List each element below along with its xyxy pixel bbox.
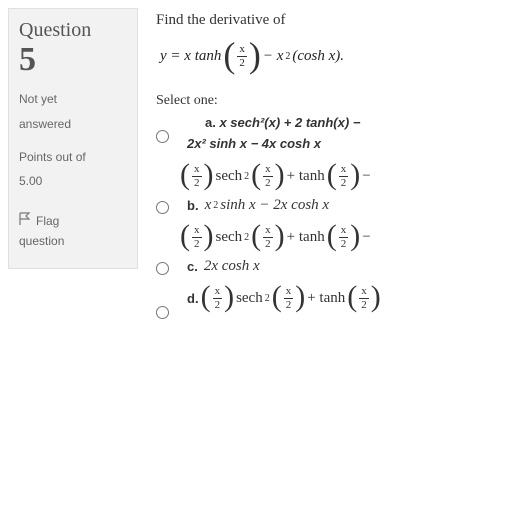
- option-b-content: b. x2 sinh x − 2x cosh x: [187, 197, 329, 214]
- points-value: 5.00: [19, 173, 127, 190]
- rparen-icon: ): [249, 34, 261, 76]
- option-b-radio[interactable]: [156, 201, 169, 214]
- option-d-letter: d.: [187, 291, 199, 306]
- eq-lhs: y = x tanh: [160, 48, 221, 65]
- flag-question-link[interactable]: Flag: [19, 212, 127, 229]
- page: Question 5 Not yet answered Points out o…: [0, 0, 520, 329]
- lparen-icon: (: [223, 34, 235, 76]
- question-sidebar: Question 5 Not yet answered Points out o…: [8, 8, 138, 269]
- eq-sup: 2: [285, 51, 290, 62]
- question-body: Find the derivative of y = x tanh ( x2 )…: [156, 8, 512, 321]
- eq-rhs2: (cosh x).: [292, 48, 344, 65]
- question-equation: y = x tanh ( x2 ) − x2 (cosh x).: [156, 35, 512, 77]
- option-b-row: b. x2 sinh x − 2x cosh x: [156, 197, 512, 218]
- option-c-radio[interactable]: [156, 262, 169, 275]
- option-c-expr1: (x2) sech2 (x2) + tanh (x2) −: [156, 220, 512, 254]
- option-d-content: d. (x2) sech2 (x2) + tanh (x2): [187, 281, 381, 315]
- flag-text-2: question: [19, 233, 127, 250]
- option-c-row: c. 2x cosh x: [156, 258, 512, 279]
- flag-icon: [19, 212, 31, 229]
- eq-mid: − x: [263, 48, 284, 65]
- fraction: x2: [237, 44, 247, 69]
- option-c-letter: c.: [187, 259, 198, 274]
- points-label: Points out of: [19, 149, 127, 166]
- option-d-radio[interactable]: [156, 306, 169, 319]
- option-b-letter: b.: [187, 198, 199, 213]
- select-one-label: Select one:: [156, 93, 512, 109]
- question-label: Question: [19, 19, 127, 41]
- status-line-2: answered: [19, 116, 127, 133]
- option-a-text-1: x sech²(x) + 2 tanh(x) −: [219, 115, 360, 130]
- option-a-line1: a. x sech²(x) + 2 tanh(x) −: [187, 115, 512, 130]
- option-d-row: d. (x2) sech2 (x2) + tanh (x2): [156, 281, 512, 319]
- flag-text-1: Flag: [36, 214, 59, 228]
- option-c-content: c. 2x cosh x: [187, 258, 260, 275]
- question-number: 5: [19, 41, 127, 79]
- option-b-expr1: (x2) sech2 (x2) + tanh (x2) −: [156, 159, 512, 193]
- option-a-row: a. x sech²(x) + 2 tanh(x) − 2x² sinh x −…: [156, 115, 512, 157]
- option-a-radio[interactable]: [156, 130, 169, 143]
- option-a-letter: a.: [205, 115, 216, 130]
- question-stem: Find the derivative of: [156, 12, 512, 29]
- option-a-text-2: 2x² sinh x − 4x cosh x: [187, 136, 512, 151]
- status-line-1: Not yet: [19, 91, 127, 108]
